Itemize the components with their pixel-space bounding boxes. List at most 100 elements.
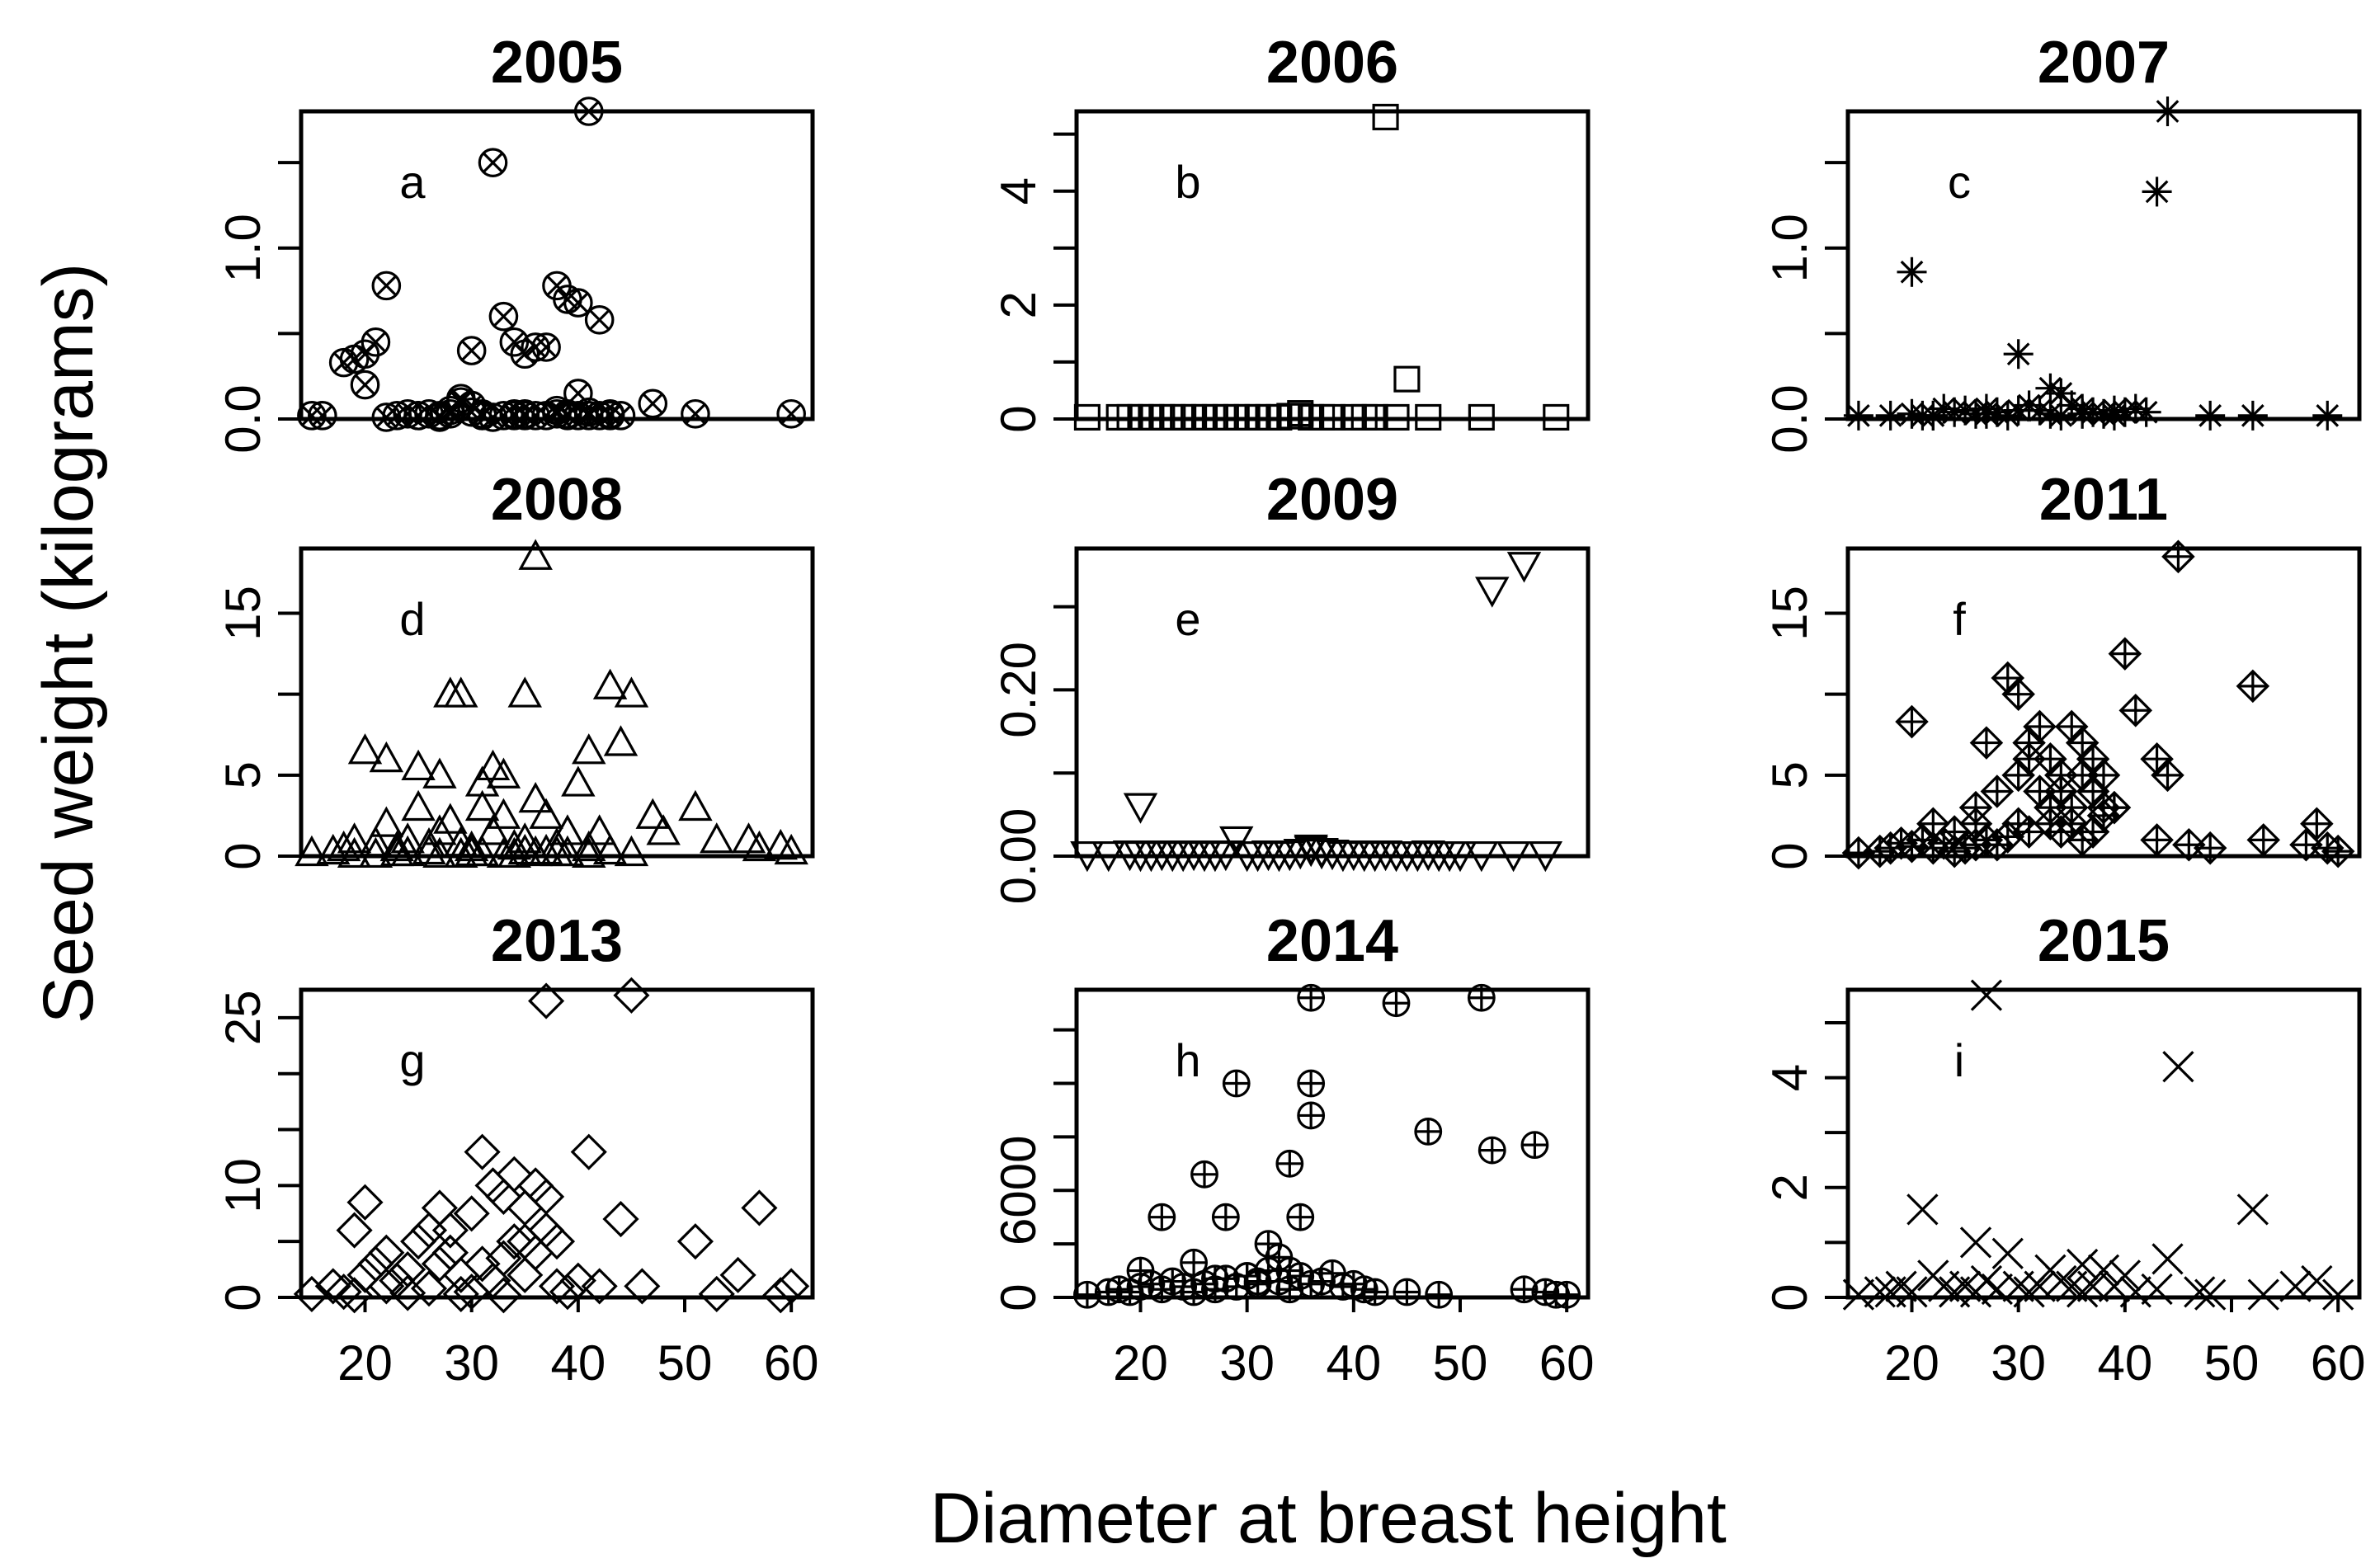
data-point xyxy=(474,1167,511,1204)
data-point xyxy=(742,830,777,862)
data-point xyxy=(2236,1193,2269,1226)
data-point xyxy=(1070,840,1105,873)
data-point xyxy=(1414,1118,1443,1146)
data-point xyxy=(1286,1203,1315,1231)
data-point xyxy=(337,836,372,869)
data-point xyxy=(371,403,402,432)
data-point xyxy=(1864,1276,1896,1308)
x-tick-label: 40 xyxy=(550,1335,606,1391)
data-point xyxy=(369,741,404,773)
data-point xyxy=(2247,1278,2279,1311)
panel-letter: b xyxy=(1175,156,1200,208)
data-point xyxy=(1294,834,1328,866)
y-tick-label: 2 xyxy=(1762,1174,1817,1201)
data-point xyxy=(1528,840,1563,873)
y-tick-label: 0 xyxy=(1762,842,1817,869)
data-point xyxy=(410,1270,448,1307)
data-point xyxy=(369,806,404,837)
x-tick-label: 60 xyxy=(1539,1335,1595,1391)
data-point xyxy=(518,835,553,867)
panel-title: 2015 xyxy=(2038,908,2170,974)
data-point xyxy=(2012,741,2046,776)
data-point xyxy=(1287,403,1314,430)
data-point xyxy=(1425,1280,1454,1309)
data-point xyxy=(2067,1248,2099,1281)
data-point xyxy=(549,1273,586,1311)
data-point xyxy=(1222,1069,1251,1098)
x-tick-label: 60 xyxy=(764,1335,819,1391)
data-point xyxy=(346,1184,384,1221)
data-point xyxy=(295,835,329,867)
data-point xyxy=(2097,790,2132,825)
data-point xyxy=(1970,979,2003,1011)
y-tick-label: 5 xyxy=(1762,761,1817,789)
x-tick-label: 50 xyxy=(2204,1335,2260,1391)
data-point xyxy=(572,733,606,765)
data-point xyxy=(1190,1160,1218,1189)
data-point xyxy=(2065,758,2100,793)
data-point xyxy=(507,833,542,865)
data-point xyxy=(606,401,636,431)
data-point xyxy=(1091,840,1126,873)
data-point xyxy=(316,833,351,865)
data-point xyxy=(1148,1203,1176,1231)
data-point xyxy=(2001,677,2035,711)
data-point xyxy=(2195,400,2226,431)
data-point xyxy=(422,757,457,789)
data-point xyxy=(572,836,606,869)
panel-letter: c xyxy=(1948,156,1971,208)
data-point xyxy=(510,401,540,431)
data-point xyxy=(592,833,628,865)
y-tick-label: 6000 xyxy=(991,1136,1046,1245)
data-point xyxy=(1318,403,1346,431)
data-point xyxy=(2076,741,2110,776)
x-tick-label: 50 xyxy=(1433,1335,1488,1391)
data-point xyxy=(456,336,487,365)
data-point xyxy=(719,1256,756,1293)
data-point xyxy=(478,148,508,177)
data-point xyxy=(453,1195,490,1232)
data-point xyxy=(1477,1136,1506,1165)
data-point xyxy=(1520,1131,1549,1160)
data-point xyxy=(1971,398,2001,429)
data-point xyxy=(614,835,649,867)
panel-2009: 2009 e 0.00 0.20 xyxy=(991,467,1591,905)
data-point xyxy=(1981,1273,2013,1306)
data-point xyxy=(1372,103,1399,130)
data-point xyxy=(1918,400,1949,431)
panel-2006: 2006 b 0 2 4 xyxy=(991,30,1591,433)
data-point xyxy=(454,835,489,867)
panel-title: 2011 xyxy=(2039,467,2168,533)
data-point xyxy=(433,676,468,708)
data-point xyxy=(676,1223,714,1260)
data-point xyxy=(2322,1278,2354,1311)
data-point xyxy=(1275,1149,1304,1178)
data-point xyxy=(401,789,436,822)
y-tick-label: 0 xyxy=(991,405,1046,432)
data-point xyxy=(573,401,604,431)
data-point xyxy=(2098,1270,2131,1302)
panel-letter: e xyxy=(1175,593,1200,645)
data-point xyxy=(2141,1273,2173,1306)
data-point xyxy=(559,1262,596,1299)
data-point xyxy=(2076,774,2110,808)
plot-frame xyxy=(299,109,815,421)
data-point xyxy=(444,836,478,869)
data-point xyxy=(572,830,606,862)
panel-letter: i xyxy=(1954,1034,1964,1086)
data-point xyxy=(540,835,574,867)
panel-2011: 2011 f 0 5 15 xyxy=(1762,467,2362,870)
data-point xyxy=(431,1234,469,1271)
data-point xyxy=(773,1268,810,1305)
data-point xyxy=(561,765,596,797)
data-point xyxy=(700,822,734,854)
data-point xyxy=(422,814,457,845)
x-tick-label: 20 xyxy=(1113,1335,1168,1391)
x-tick-label: 40 xyxy=(2097,1335,2152,1391)
data-point xyxy=(488,301,519,332)
data-point xyxy=(431,1234,469,1271)
plot-frame xyxy=(1845,987,2362,1300)
data-point xyxy=(1361,403,1388,431)
panel-2013: 2013 g 0 10 25 20 30 40 50 60 xyxy=(215,908,819,1391)
y-tick-label: 0.00 xyxy=(991,808,1046,905)
